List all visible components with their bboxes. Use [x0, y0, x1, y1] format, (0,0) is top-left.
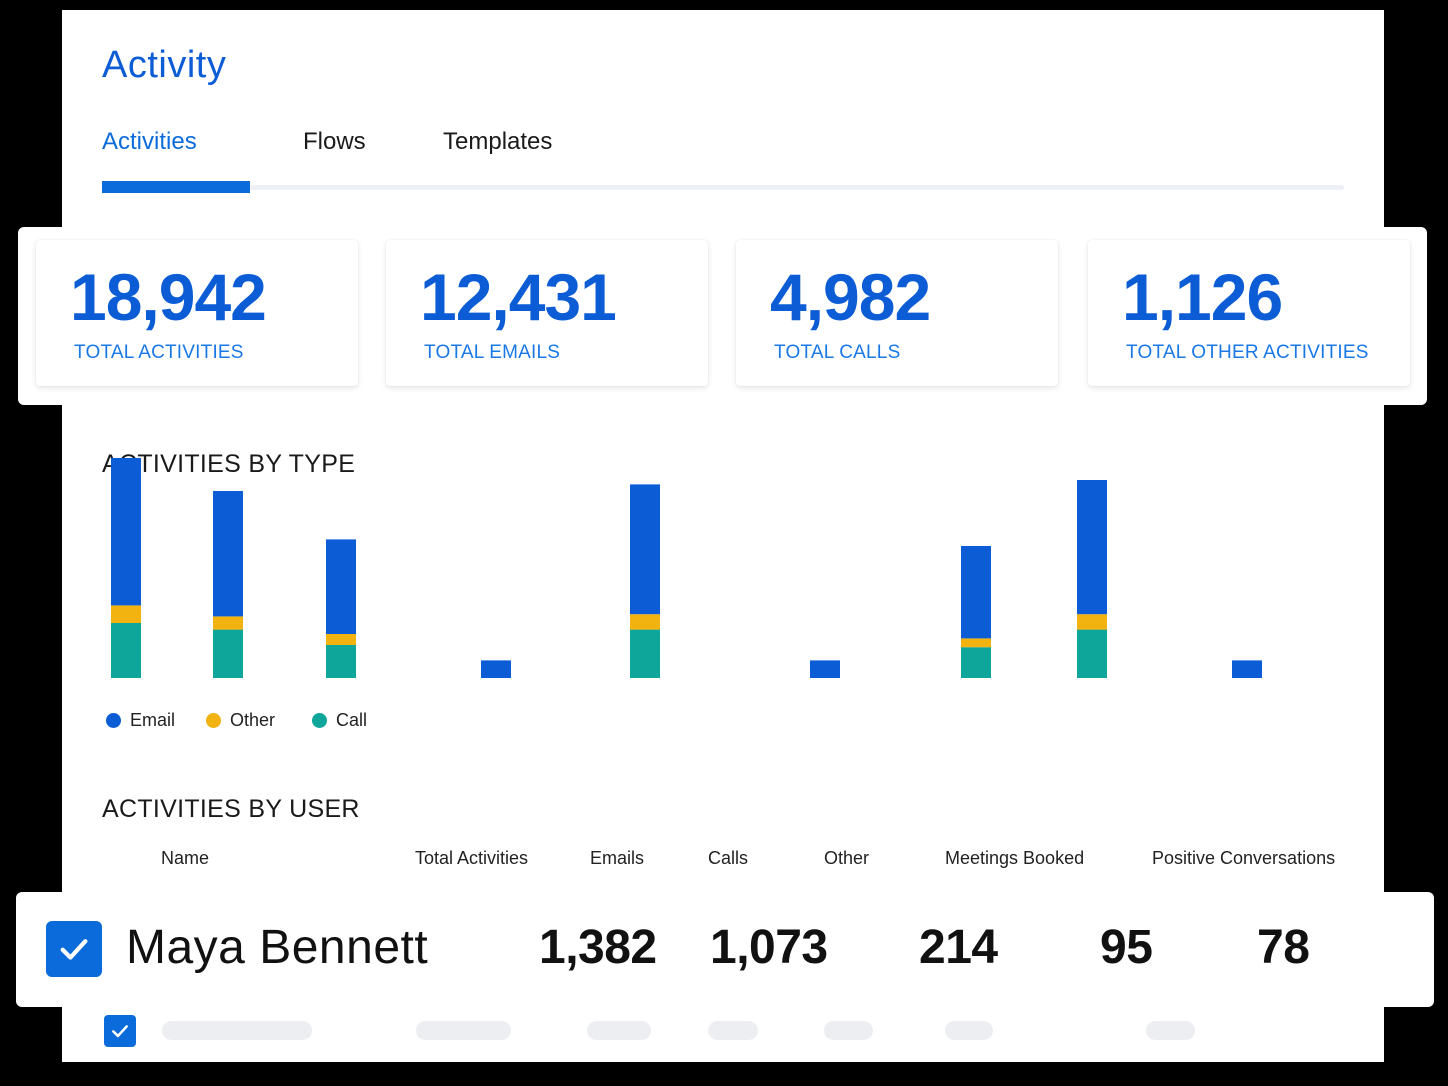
- tab-templates[interactable]: Templates: [443, 128, 553, 155]
- skeleton-placeholder: [1146, 1021, 1195, 1040]
- cell-emails: 1,073: [710, 921, 828, 974]
- skeleton-placeholder: [945, 1021, 993, 1040]
- column-header-other[interactable]: Other: [824, 848, 870, 868]
- activities-by-user-title: ACTIVITIES BY USER: [102, 795, 360, 823]
- active-tab-indicator: [102, 181, 250, 193]
- legend-item-other: Other: [206, 710, 275, 731]
- checkmark-icon: [60, 939, 88, 960]
- cell-total-activities: 1,382: [539, 921, 657, 974]
- skeleton-placeholder: [587, 1021, 651, 1040]
- row-checkbox[interactable]: [104, 1015, 136, 1047]
- user-name: Maya Bennett: [126, 921, 429, 974]
- stat-value: 1,126: [1122, 260, 1283, 334]
- skeleton-placeholder: [416, 1021, 511, 1040]
- stat-value: 12,431: [420, 260, 617, 334]
- legend-label: Other: [230, 710, 276, 730]
- column-header-calls[interactable]: Calls: [708, 848, 749, 868]
- checkmark-icon: [112, 1025, 128, 1038]
- activities-by-type-title: ACTIVITIES BY TYPE: [102, 450, 356, 478]
- skeleton-placeholder: [824, 1021, 873, 1040]
- legend-label: Call: [336, 710, 368, 730]
- stat-value: 4,982: [770, 260, 931, 334]
- email-legend-dot: [106, 713, 121, 728]
- tab-activities[interactable]: Activities: [102, 128, 197, 155]
- stat-label: TOTAL ACTIVITIES: [74, 342, 244, 363]
- column-header-emails[interactable]: Emails: [590, 848, 645, 868]
- legend-item-email: Email: [106, 710, 175, 731]
- table-row[interactable]: [16, 892, 1434, 1007]
- tab-bar-track: [102, 185, 1344, 190]
- stat-label: TOTAL EMAILS: [424, 342, 561, 363]
- stat-card-total-activities: 18,942 TOTAL ACTIVITIES: [36, 240, 358, 386]
- column-header-name[interactable]: Name: [161, 848, 210, 868]
- stat-label: TOTAL OTHER ACTIVITIES: [1126, 342, 1369, 363]
- legend-item-call: Call: [312, 710, 367, 731]
- tab-flows[interactable]: Flows: [303, 128, 366, 155]
- stat-label: TOTAL CALLS: [774, 342, 901, 363]
- stat-card-total-calls: 4,982 TOTAL CALLS: [736, 240, 1058, 386]
- page-title: Activity: [102, 44, 227, 86]
- legend-label: Email: [130, 710, 176, 730]
- cell-other: 95: [1100, 921, 1153, 974]
- cell-meetings-booked: 78: [1257, 921, 1310, 974]
- call-legend-dot: [312, 713, 327, 728]
- stat-card-total-other: 1,126 TOTAL OTHER ACTIVITIES: [1088, 240, 1410, 386]
- column-header-meetings-booked[interactable]: Meetings Booked: [945, 848, 1085, 868]
- column-header-total-activities[interactable]: Total Activities: [415, 848, 529, 868]
- stat-card-total-emails: 12,431 TOTAL EMAILS: [386, 240, 708, 386]
- column-header-positive-conversations[interactable]: Positive Conversations: [1152, 848, 1336, 868]
- skeleton-placeholder: [708, 1021, 758, 1040]
- cell-calls: 214: [919, 921, 998, 974]
- other-legend-dot: [206, 713, 221, 728]
- stat-value: 18,942: [70, 260, 267, 334]
- skeleton-placeholder: [162, 1021, 312, 1040]
- row-checkbox[interactable]: [46, 921, 102, 977]
